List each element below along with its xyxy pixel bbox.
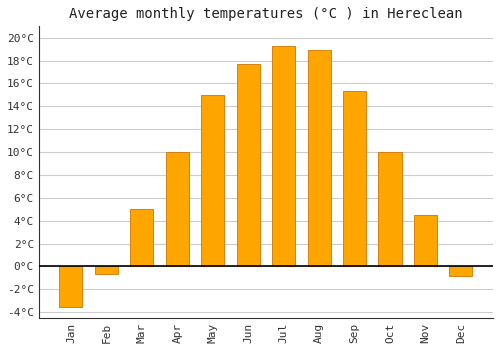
Bar (450, 266, 472, 275)
Bar (201, 95, 224, 266)
Bar (236, 64, 260, 266)
Bar (95, 266, 118, 274)
Bar (378, 152, 402, 266)
Bar (414, 215, 437, 266)
Bar (60, 266, 82, 307)
Bar (130, 209, 154, 266)
Bar (166, 152, 189, 266)
Bar (343, 91, 366, 266)
Bar (308, 50, 330, 266)
Bar (272, 46, 295, 266)
Title: Average monthly temperatures (°C ) in Hereclean: Average monthly temperatures (°C ) in He… (69, 7, 462, 21)
